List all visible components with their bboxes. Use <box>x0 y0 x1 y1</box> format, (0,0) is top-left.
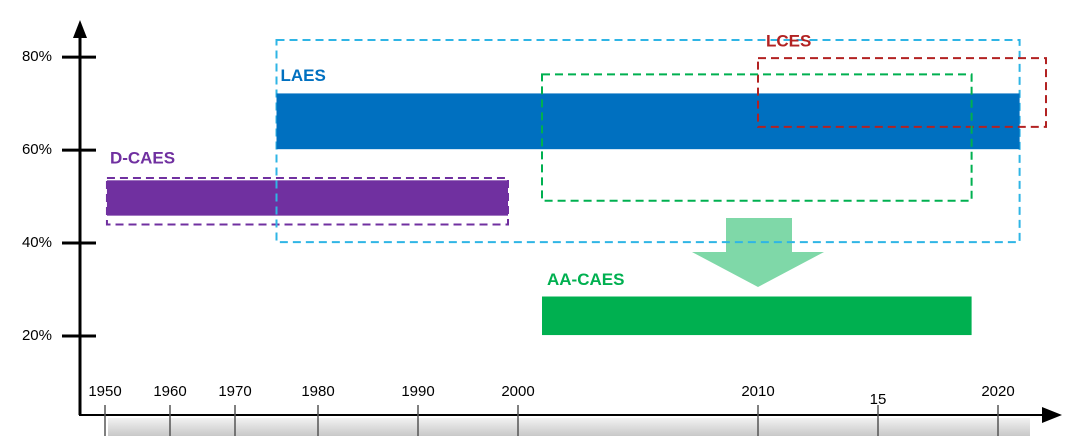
x-tick-label: 1980 <box>301 383 334 400</box>
y-axis-arrow <box>73 20 87 38</box>
y-tick-label: 40% <box>22 234 52 251</box>
x-tick-label: 2000 <box>501 383 534 400</box>
range-bar <box>542 296 972 336</box>
x-tick-label: 2010 <box>741 383 774 400</box>
axis-ribbon <box>108 418 1030 436</box>
x-axis-arrow <box>1042 407 1062 423</box>
y-tick-label: 20% <box>22 327 52 344</box>
x-tick-label: 1950 <box>88 383 121 400</box>
x-tick-label: 1990 <box>401 383 434 400</box>
range-box <box>757 57 1047 128</box>
x-tick-label: 1970 <box>218 383 251 400</box>
x-tick-label: 15 <box>870 391 887 408</box>
series-label: AA-CAES <box>547 270 624 289</box>
range-bar <box>276 93 1020 150</box>
series-label: D-CAES <box>110 148 175 167</box>
y-tick-label: 60% <box>22 141 52 158</box>
y-tick-label: 80% <box>22 48 52 65</box>
series-label: LAES <box>281 66 326 85</box>
shift-arrow <box>692 218 824 287</box>
series-label: LCES <box>766 32 811 51</box>
range-box <box>541 73 973 202</box>
range-box <box>275 38 1021 244</box>
range-bar <box>106 180 508 216</box>
x-tick-label: 1960 <box>153 383 186 400</box>
x-tick-label: 2020 <box>981 383 1014 400</box>
